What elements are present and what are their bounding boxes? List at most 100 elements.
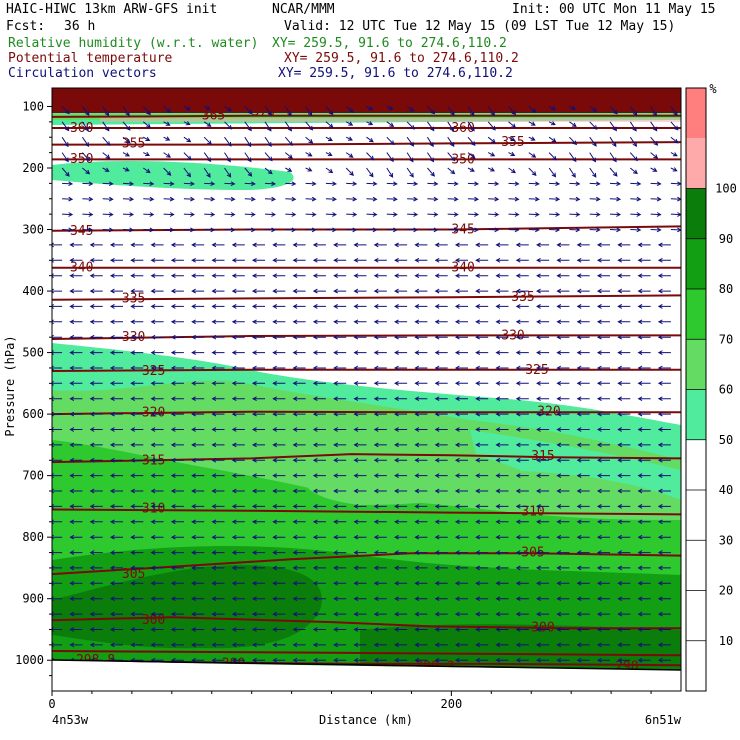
wind-vector (312, 257, 326, 263)
wind-vector (650, 121, 658, 132)
wind-vector (231, 380, 245, 386)
wind-vector (312, 304, 326, 309)
wind-vector (285, 227, 297, 233)
wind-vector (170, 242, 184, 248)
wind-vector (487, 152, 496, 157)
wind-vector (394, 304, 408, 309)
wind-vector (394, 380, 408, 386)
wind-vector (251, 642, 265, 648)
wind-vector (130, 273, 144, 279)
wind-vector (109, 257, 123, 263)
wind-vector (191, 565, 205, 571)
wind-vector (353, 334, 367, 340)
wind-vector (211, 642, 225, 648)
wind-vector (312, 596, 326, 602)
wind-vector (556, 427, 570, 432)
wind-vector (272, 488, 286, 494)
wind-vector (333, 596, 347, 602)
wind-vector (333, 550, 347, 555)
wind-vector (495, 304, 509, 309)
wind-vector (109, 273, 123, 279)
wind-vector (515, 257, 529, 263)
wind-vector (333, 334, 347, 340)
wind-vector (170, 504, 184, 509)
wind-vector (576, 411, 590, 417)
wind-vector (142, 121, 152, 129)
wind-vector (284, 152, 294, 159)
wind-vector (272, 457, 286, 463)
wind-vector (251, 442, 265, 448)
wind-vector (81, 136, 90, 147)
wind-vector (292, 257, 306, 263)
wind-vector (434, 565, 448, 571)
wind-vector (69, 534, 83, 540)
wind-vector (373, 411, 387, 417)
wind-vector (353, 380, 367, 386)
wind-vector (657, 657, 671, 663)
wind-vector (576, 350, 590, 355)
x-tick-label-0: 0 (48, 697, 55, 711)
wind-vector (191, 457, 205, 463)
wind-vector (454, 442, 468, 448)
wind-vector (617, 380, 631, 386)
wind-vector (637, 242, 651, 248)
wind-vector (61, 167, 70, 177)
wind-vector (292, 242, 306, 248)
plot-frame (51, 87, 682, 692)
wind-vector (609, 136, 617, 148)
wind-vector (272, 519, 286, 525)
wind-vector (191, 304, 205, 309)
wind-vector (414, 550, 428, 555)
wind-vector (373, 396, 387, 402)
wind-vector (211, 657, 225, 663)
wind-vector (211, 304, 225, 309)
wind-vector (191, 350, 205, 355)
wind-vector (284, 121, 292, 132)
wind-vector (272, 580, 286, 586)
wind-vector (69, 334, 83, 340)
wind-vector (454, 504, 468, 509)
wind-vector (89, 488, 103, 494)
wind-vector (475, 642, 489, 648)
wind-vector (617, 457, 631, 463)
wind-vector (373, 565, 387, 571)
wind-vector (650, 152, 659, 159)
theta-contour-320 (52, 410, 681, 416)
axes: 100 200 300 400 500 600 700 800 900 1000 0 200 (15, 99, 652, 711)
wind-vector (109, 334, 123, 340)
theta-label-5: 300 (531, 621, 554, 636)
wind-vector (170, 488, 184, 494)
wind-vector (528, 167, 537, 176)
wind-vector (394, 396, 408, 402)
wind-vector (272, 411, 286, 417)
wind-vector (191, 273, 205, 279)
wind-vector (576, 442, 590, 448)
wind-vector (414, 488, 428, 494)
wind-vector (508, 181, 520, 187)
wind-vector (109, 411, 123, 417)
field-rh-xy: XY= 259.5, 91.6 to 274.6,110.2 (272, 36, 507, 51)
wind-vector (508, 167, 516, 174)
wind-vector (373, 380, 387, 386)
wind-vector (130, 242, 144, 248)
wind-vector (536, 365, 550, 371)
wind-vector (536, 350, 550, 355)
wind-vector (528, 227, 540, 233)
wind-vector (170, 427, 184, 432)
wind-vector (353, 627, 367, 632)
wind-vector (170, 380, 184, 386)
wind-vector (556, 611, 570, 617)
wind-vector (231, 396, 245, 402)
wind-vector (407, 212, 419, 217)
wind-vector (637, 273, 651, 279)
wind-vector (589, 227, 601, 233)
y-tick-label-800: 800 (22, 530, 44, 544)
wind-vector (536, 273, 550, 279)
wind-vector (109, 380, 123, 386)
wind-vector (434, 534, 448, 540)
wind-vector (272, 504, 286, 509)
wind-vector (163, 106, 172, 113)
wind-vector (264, 106, 273, 116)
wind-vector (89, 534, 103, 540)
wind-vector (596, 442, 610, 448)
